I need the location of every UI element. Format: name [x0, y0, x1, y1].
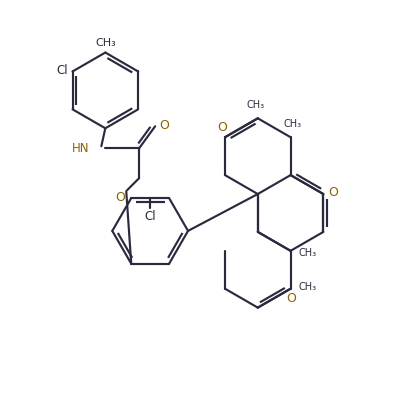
Text: CH₃: CH₃: [299, 282, 317, 292]
Text: HN: HN: [72, 142, 89, 155]
Text: O: O: [286, 292, 296, 305]
Text: CH₃: CH₃: [95, 38, 116, 48]
Text: O: O: [328, 186, 338, 199]
Text: O: O: [159, 119, 169, 132]
Text: CH₃: CH₃: [284, 119, 302, 129]
Text: CH₃: CH₃: [247, 100, 265, 110]
Text: O: O: [218, 121, 228, 134]
Text: Cl: Cl: [144, 210, 156, 223]
Text: O: O: [115, 191, 125, 204]
Text: CH₃: CH₃: [299, 248, 317, 258]
Text: Cl: Cl: [56, 64, 68, 77]
